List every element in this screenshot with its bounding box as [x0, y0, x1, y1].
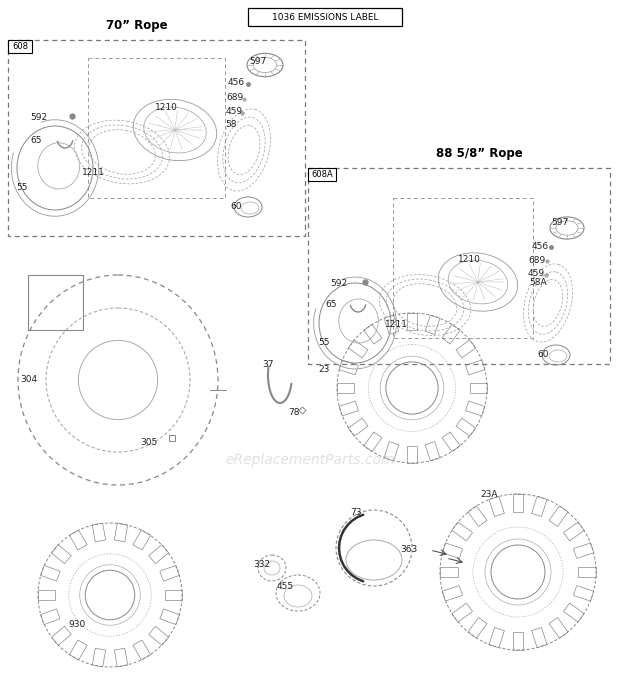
Bar	[8, 40, 305, 236]
Text: eReplacementParts.com: eReplacementParts.com	[225, 453, 395, 467]
Text: 608A: 608A	[311, 170, 333, 179]
Text: 1211: 1211	[82, 168, 105, 177]
Text: 456: 456	[532, 242, 549, 251]
Bar	[88, 58, 225, 198]
Text: 592: 592	[30, 113, 47, 122]
Text: 23: 23	[318, 365, 329, 374]
Text: 1210: 1210	[458, 255, 481, 264]
Text: 23A: 23A	[480, 490, 497, 499]
Text: 37: 37	[262, 360, 273, 369]
Text: 597: 597	[249, 57, 266, 66]
Text: 459: 459	[528, 269, 545, 278]
Text: 73: 73	[350, 508, 361, 517]
Bar	[308, 168, 610, 364]
Text: 60: 60	[537, 350, 549, 359]
Text: 1210: 1210	[155, 103, 178, 112]
Text: 60: 60	[230, 202, 242, 211]
Text: 930: 930	[68, 620, 86, 629]
Text: 55: 55	[16, 183, 27, 192]
Text: 70” Rope: 70” Rope	[105, 19, 167, 32]
Text: 608: 608	[12, 42, 28, 51]
Text: 332: 332	[253, 560, 270, 569]
Text: 1036 EMISSIONS LABEL: 1036 EMISSIONS LABEL	[272, 12, 378, 21]
Bar	[8, 40, 32, 53]
Bar	[248, 8, 402, 26]
Text: 65: 65	[325, 300, 337, 309]
Text: 689: 689	[226, 93, 243, 102]
Text: 58: 58	[225, 120, 236, 129]
Text: 58A: 58A	[529, 278, 547, 287]
Text: 55: 55	[318, 338, 329, 347]
Text: 597: 597	[551, 218, 569, 227]
Text: 65: 65	[30, 136, 42, 145]
Text: 1211: 1211	[385, 320, 408, 329]
Text: 689: 689	[528, 256, 545, 265]
Bar	[28, 275, 83, 330]
Text: 88 5/8” Rope: 88 5/8” Rope	[436, 147, 523, 160]
Text: 78: 78	[288, 408, 299, 417]
Text: 304: 304	[20, 375, 37, 384]
Text: 305: 305	[140, 438, 157, 447]
Bar	[393, 198, 533, 338]
Text: 459: 459	[226, 107, 243, 116]
Text: 592: 592	[330, 279, 347, 288]
Text: 363: 363	[400, 545, 417, 554]
Text: 456: 456	[228, 78, 245, 87]
Text: 455: 455	[277, 582, 294, 591]
Bar	[308, 168, 336, 181]
